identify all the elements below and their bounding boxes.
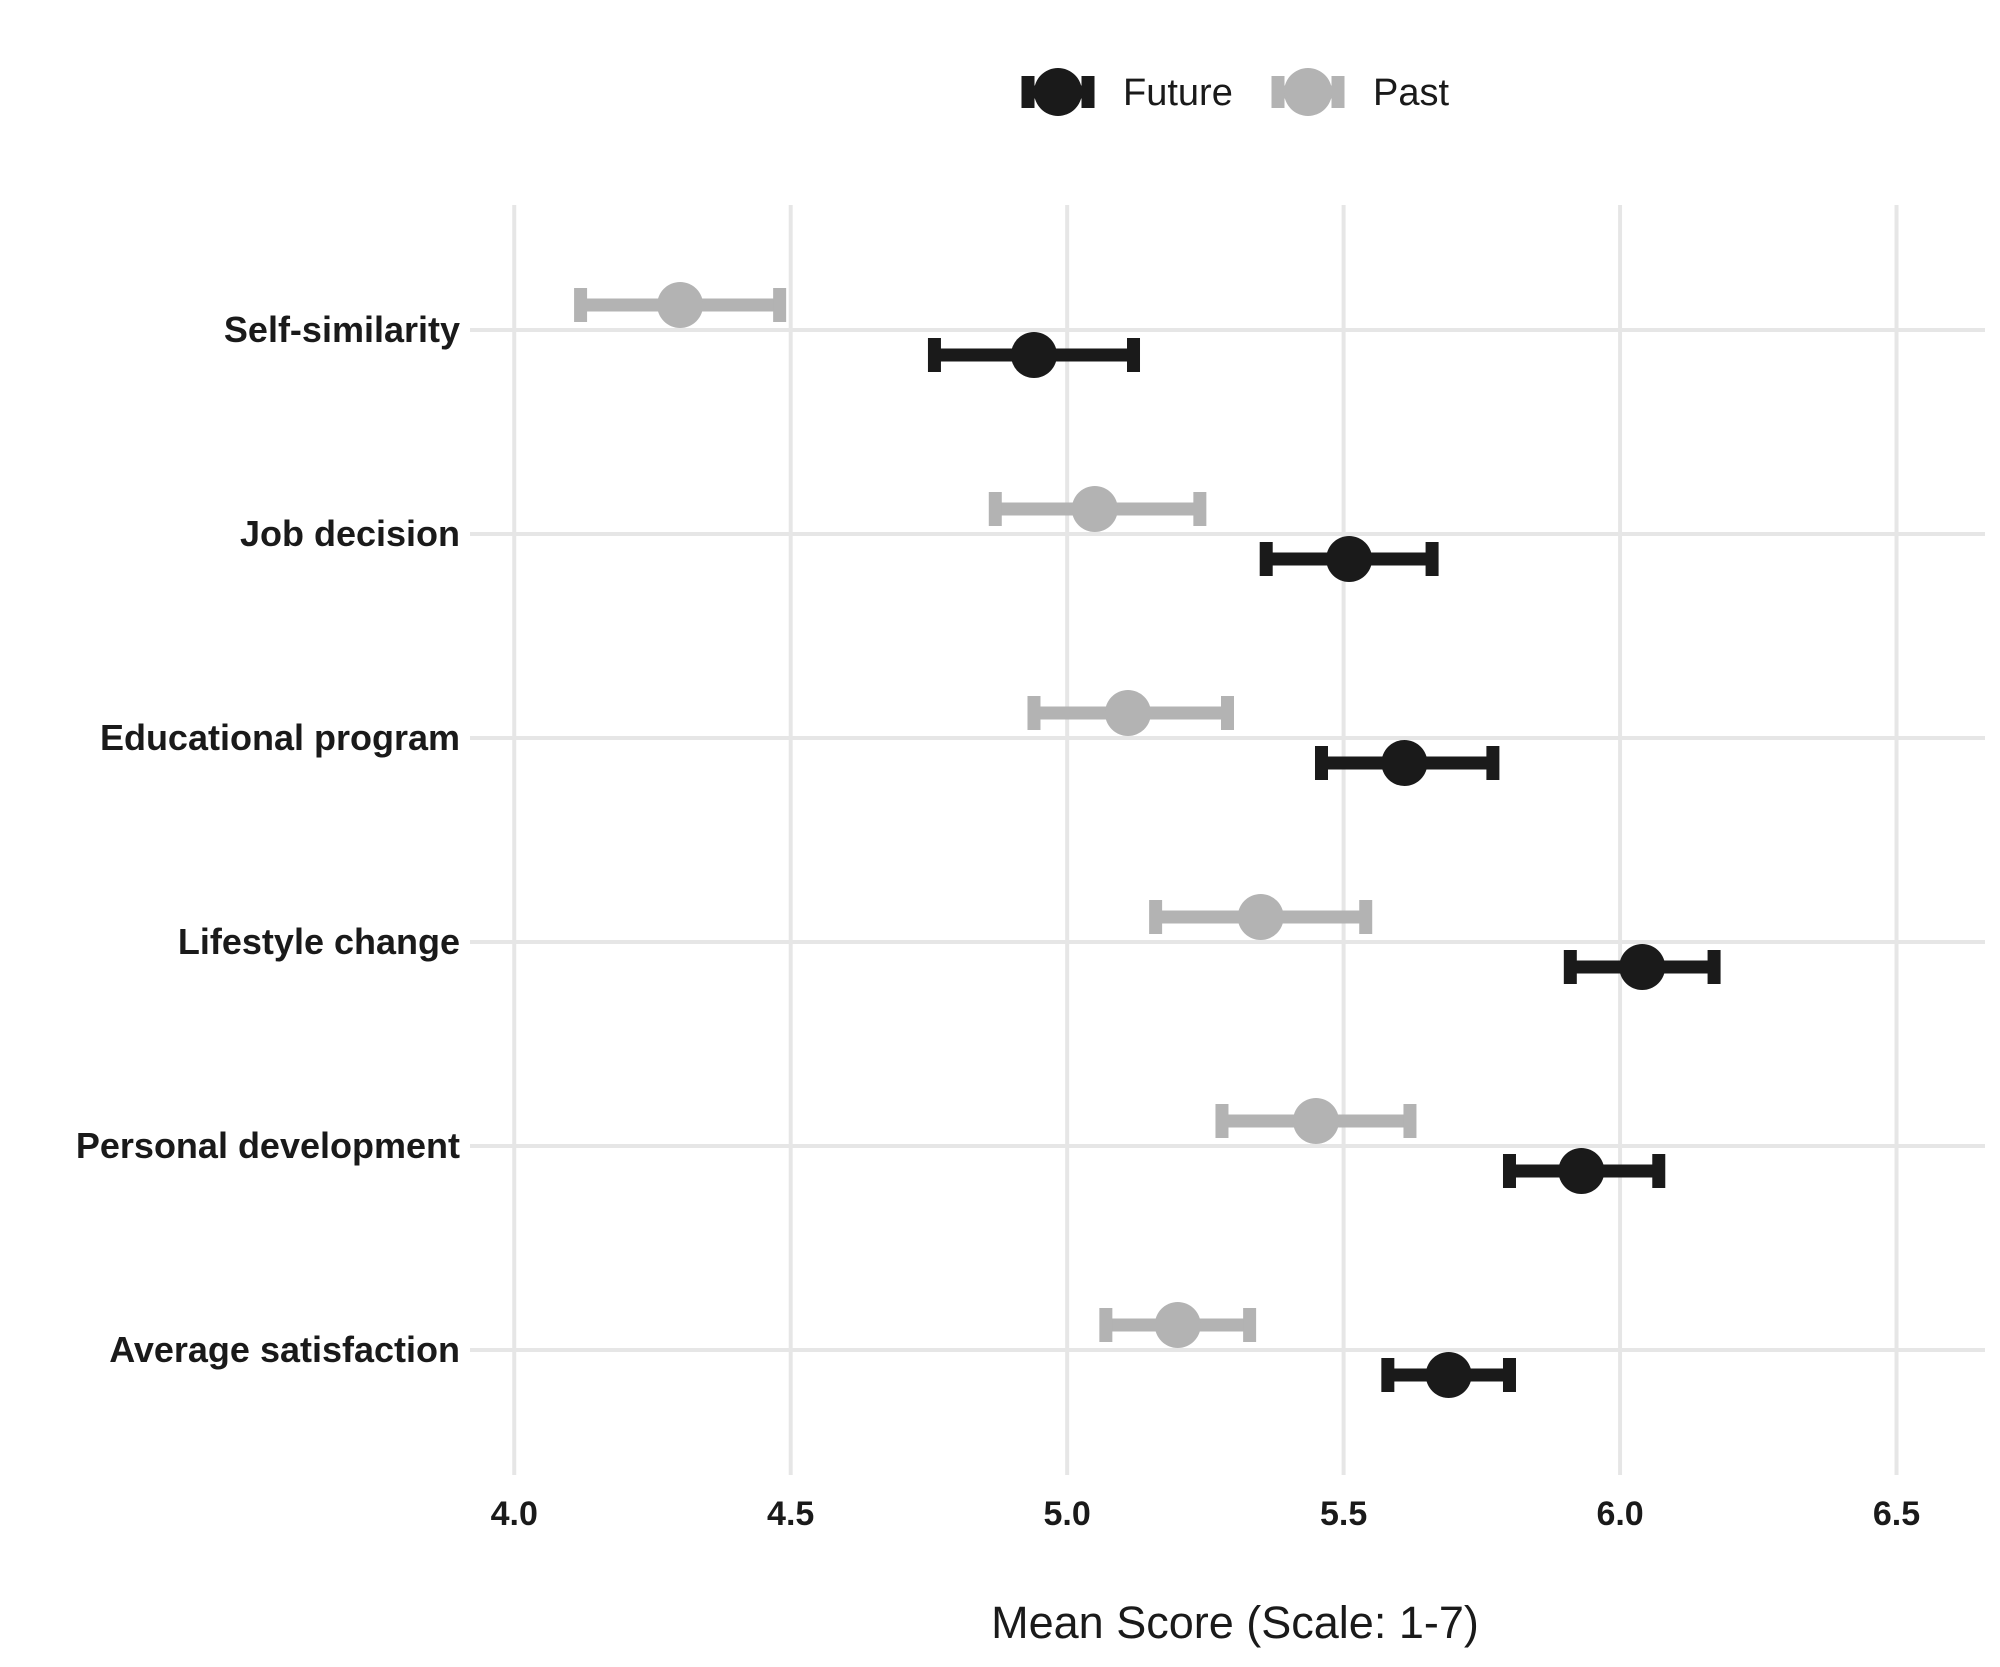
series-past: [574, 282, 1417, 1348]
data-point: [1071, 486, 1118, 532]
x-tick-labels: 4.0 4.5 5.0 5.5 6.0 6.5: [491, 1495, 1921, 1533]
category-label: Personal development: [76, 1125, 460, 1166]
data-point: [1292, 1098, 1339, 1144]
data-point: [1425, 1352, 1472, 1398]
data-point: [1154, 1302, 1201, 1348]
x-tick-label: 4.5: [767, 1495, 814, 1533]
x-tick-label: 6.5: [1873, 1495, 1920, 1533]
data-point: [1381, 740, 1428, 786]
series-future: [927, 332, 1721, 1398]
legend: Future Past: [1021, 68, 1449, 116]
category-labels: Self-similarity Job decision Educational p…: [76, 309, 460, 1370]
legend-item-future: Future: [1021, 68, 1233, 116]
category-label: Educational program: [100, 717, 460, 758]
legend-key-dot: [1284, 68, 1332, 116]
data-point: [1104, 690, 1151, 736]
x-tick-label: 4.0: [491, 1495, 538, 1533]
data-point: [1237, 894, 1284, 940]
gridlines: [470, 205, 1985, 1475]
category-label: Lifestyle change: [178, 921, 460, 962]
data-series: [574, 282, 1721, 1398]
category-label: Job decision: [240, 513, 460, 554]
data-point: [1619, 944, 1666, 990]
category-label: Self-similarity: [224, 309, 460, 350]
legend-label: Past: [1373, 72, 1449, 114]
data-point: [657, 282, 704, 328]
x-tick-label: 5.5: [1320, 1495, 1367, 1533]
legend-item-past: Past: [1271, 68, 1449, 116]
data-point: [1326, 536, 1373, 582]
data-point: [1558, 1148, 1605, 1194]
category-label: Average satisfaction: [109, 1329, 460, 1370]
x-tick-label: 5.0: [1044, 1495, 1091, 1533]
data-point: [1010, 332, 1057, 378]
x-axis-title: Mean Score (Scale: 1-7): [991, 1597, 1479, 1648]
legend-label: Future: [1123, 72, 1233, 114]
legend-key-dot: [1034, 68, 1082, 116]
x-tick-label: 6.0: [1596, 1495, 1643, 1533]
